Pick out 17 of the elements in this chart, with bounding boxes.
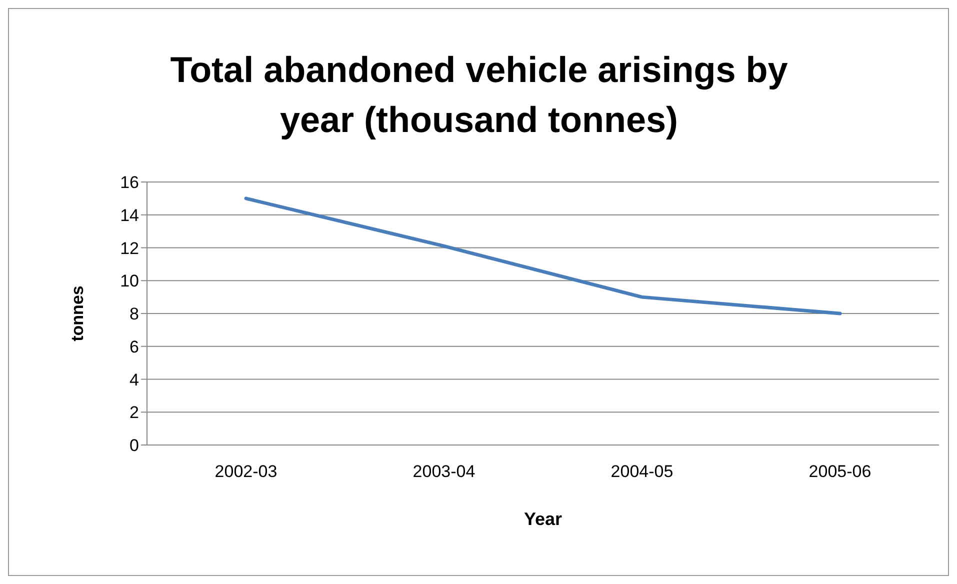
- y-tick-label: 16: [120, 173, 139, 192]
- y-tick-label: 6: [130, 337, 139, 356]
- x-axis-title: Year: [524, 509, 562, 529]
- y-tick-label: 8: [130, 304, 139, 324]
- x-tick-label: 2005-06: [808, 462, 872, 482]
- chart-title: Total abandoned vehicle arisings by year (thousand tonnes): [169, 48, 789, 142]
- y-axis-title: tonnes: [68, 286, 88, 342]
- y-tick-label: 14: [120, 206, 139, 225]
- y-tick-label: 2: [130, 403, 139, 422]
- x-tick-label: 2002-03: [214, 462, 278, 482]
- y-tick-label: 0: [130, 436, 139, 456]
- y-tick-label: 12: [120, 238, 139, 258]
- line-series: [244, 196, 842, 316]
- y-tick-label: 4: [130, 370, 139, 390]
- x-tick-label: 2004-05: [610, 462, 674, 482]
- y-tick-label: 10: [120, 272, 139, 291]
- x-tick-label: 2003-04: [412, 462, 476, 482]
